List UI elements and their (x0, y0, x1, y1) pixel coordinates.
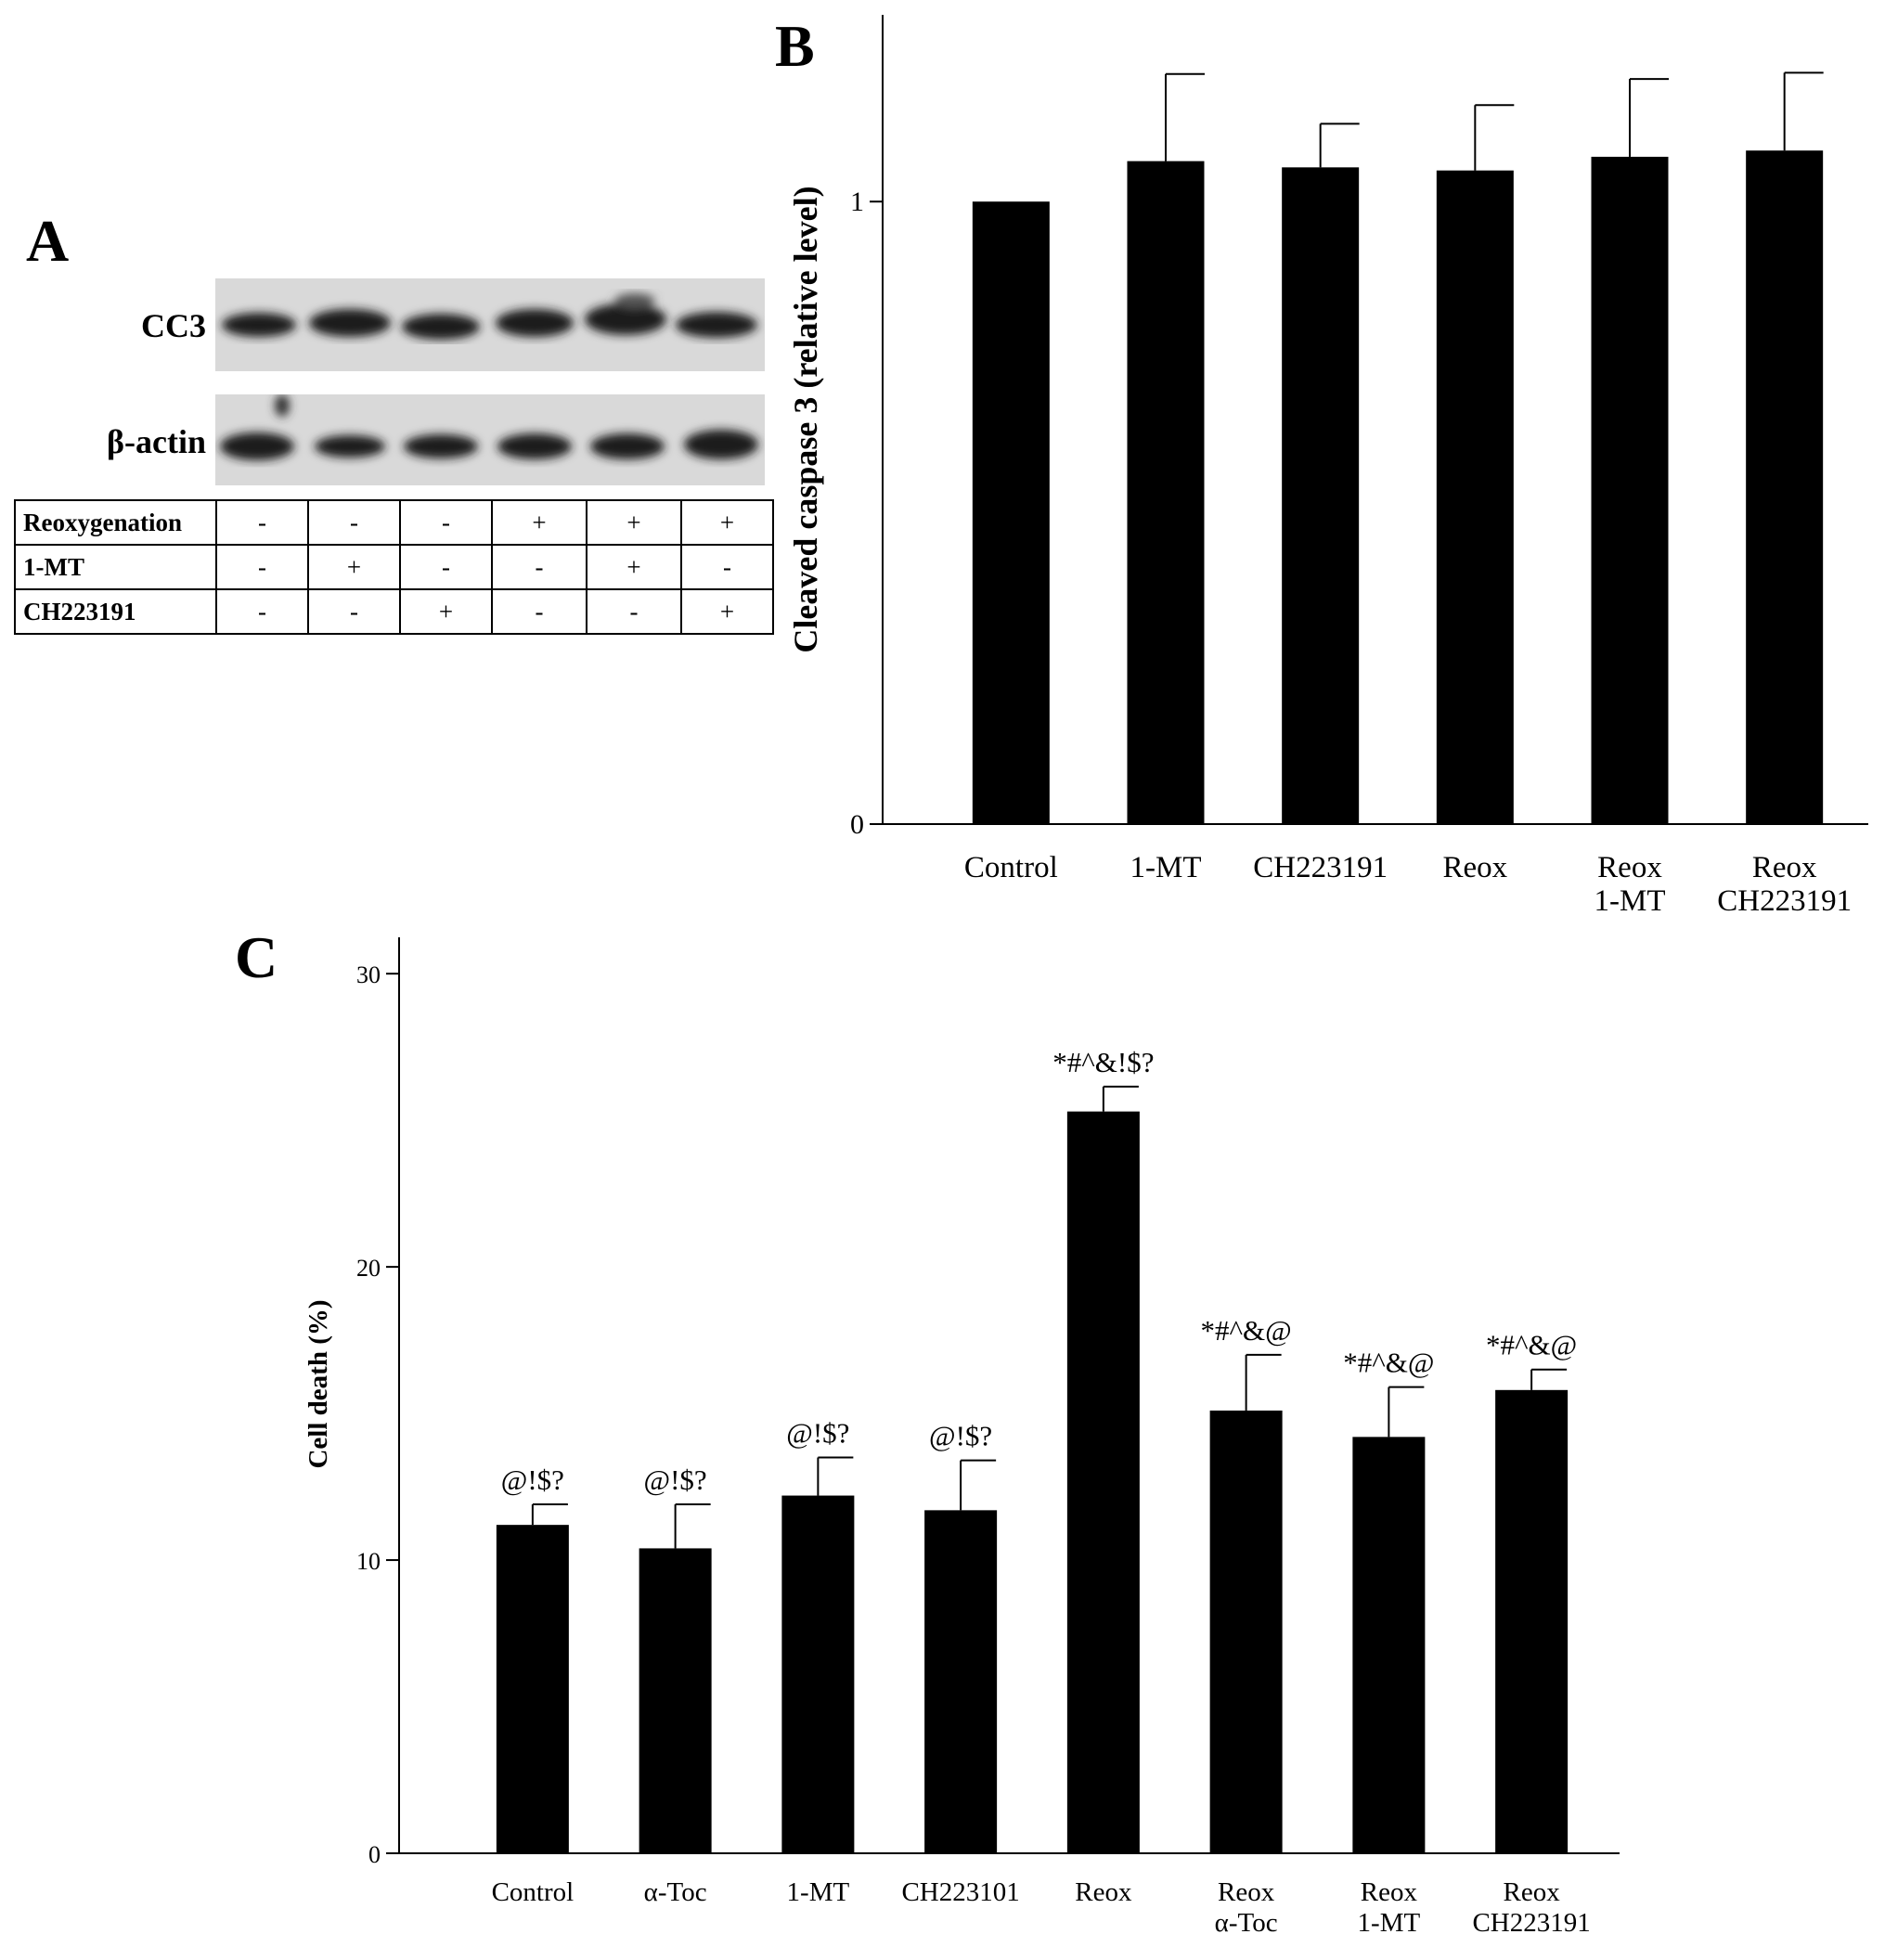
panel-b-label: B (775, 13, 815, 79)
y-axis-title: Cell death (%) (303, 1299, 333, 1468)
panel-c-label: C (235, 924, 278, 990)
treatment-cell: + (491, 499, 587, 546)
x-category-label: α-Toc (644, 1877, 707, 1907)
y-tick-label: 1 (850, 187, 864, 217)
treatment-row-label: 1-MT (14, 544, 217, 590)
bar (639, 1548, 712, 1853)
treatment-cell: - (215, 588, 309, 635)
x-category-label: 1-MT (1130, 851, 1202, 884)
treatment-cell: + (586, 499, 682, 546)
treatment-row-label: CH223191 (14, 588, 217, 635)
significance-annotation: @!$? (644, 1464, 707, 1496)
panel-c-bar-chart: 0 10 20 30 Cell death (%) @!$? Control @!$? α-To… (303, 937, 1620, 1938)
treatment-table: Reoxygenation - - - + + + 1-MT - + - - +… (14, 499, 774, 635)
x-category-label: Reox (1442, 851, 1507, 884)
treatment-row-label: Reoxygenation (14, 499, 217, 546)
significance-annotation: @!$? (929, 1420, 992, 1452)
x-category-label: Reox (1752, 851, 1817, 884)
bar (496, 1525, 569, 1853)
y-axis-title: Cleaved caspase 3 (relative level) (787, 186, 824, 652)
bar (1066, 1111, 1140, 1853)
significance-annotation: @!$? (501, 1464, 564, 1496)
treatment-cell: - (586, 588, 682, 635)
treatment-cell: - (491, 544, 587, 590)
treatment-cell: + (586, 544, 682, 590)
significance-annotation: *#^&@ (1343, 1347, 1434, 1379)
treatment-cell: - (215, 499, 309, 546)
x-category-label: CH223191 (1472, 1908, 1590, 1938)
significance-annotation: *#^&!$? (1052, 1046, 1154, 1078)
x-category-label: CH223191 (1253, 851, 1388, 884)
x-category-label: 1-MT (787, 1877, 850, 1907)
significance-annotation: @!$? (786, 1416, 849, 1449)
blot-label-beta-actin: β-actin (107, 423, 206, 460)
y-tick-label: 10 (356, 1548, 381, 1575)
y-tick-label: 0 (368, 1841, 381, 1868)
y-tick-label: 0 (850, 809, 864, 840)
x-category-label: α-Toc (1215, 1908, 1278, 1938)
x-category-label: CH223191 (1717, 884, 1852, 918)
x-category-label: 1-MT (1358, 1908, 1421, 1938)
bar (1209, 1410, 1283, 1853)
panel-b-bar-chart: 0 1 Cleaved caspase 3 (relative level) Cont… (787, 15, 1868, 918)
treatment-cell: + (680, 499, 774, 546)
treatment-cell: + (307, 544, 401, 590)
treatment-cell: - (491, 588, 587, 635)
x-category-label: Reox (1361, 1877, 1418, 1907)
x-category-label: Control (492, 1877, 575, 1907)
panel-a-label: A (26, 208, 70, 274)
bar (924, 1510, 998, 1853)
treatment-cell: - (680, 544, 774, 590)
x-category-label: Reox (1075, 1877, 1132, 1907)
bar (781, 1495, 855, 1853)
treatment-cell: - (307, 499, 401, 546)
bar (1127, 161, 1205, 825)
x-category-label: Reox (1597, 851, 1662, 884)
treatment-cell: - (399, 499, 493, 546)
y-tick-label: 20 (356, 1255, 381, 1282)
treatment-cell: - (399, 544, 493, 590)
bar (1591, 156, 1669, 825)
x-category-label: Reox (1504, 1877, 1561, 1907)
treatment-row-1mt: 1-MT - + - - + - (14, 544, 774, 590)
bar (1495, 1389, 1569, 1853)
x-category-label: Control (964, 851, 1058, 884)
bar (1352, 1437, 1426, 1853)
treatment-cell: - (307, 588, 401, 635)
bar (1282, 167, 1360, 825)
treatment-row-ch223191: CH223191 - - + - - + (14, 588, 774, 635)
significance-annotation: *#^&@ (1486, 1329, 1577, 1361)
bar (1436, 170, 1514, 824)
treatment-cell: + (399, 588, 493, 635)
blot-image-beta-actin (215, 394, 765, 485)
treatment-cell: + (680, 588, 774, 635)
bar (1746, 150, 1824, 825)
treatment-cell: - (215, 544, 309, 590)
y-tick-label: 30 (356, 961, 381, 988)
x-category-label: 1-MT (1595, 884, 1666, 918)
significance-annotation: *#^&@ (1201, 1314, 1292, 1347)
x-category-label: CH223101 (901, 1877, 1019, 1907)
treatment-row-reoxygenation: Reoxygenation - - - + + + (14, 499, 774, 546)
bar (972, 201, 1050, 824)
x-category-label: Reox (1218, 1877, 1275, 1907)
blot-image-cc3 (215, 278, 765, 371)
blot-label-cc3: CC3 (141, 307, 206, 344)
